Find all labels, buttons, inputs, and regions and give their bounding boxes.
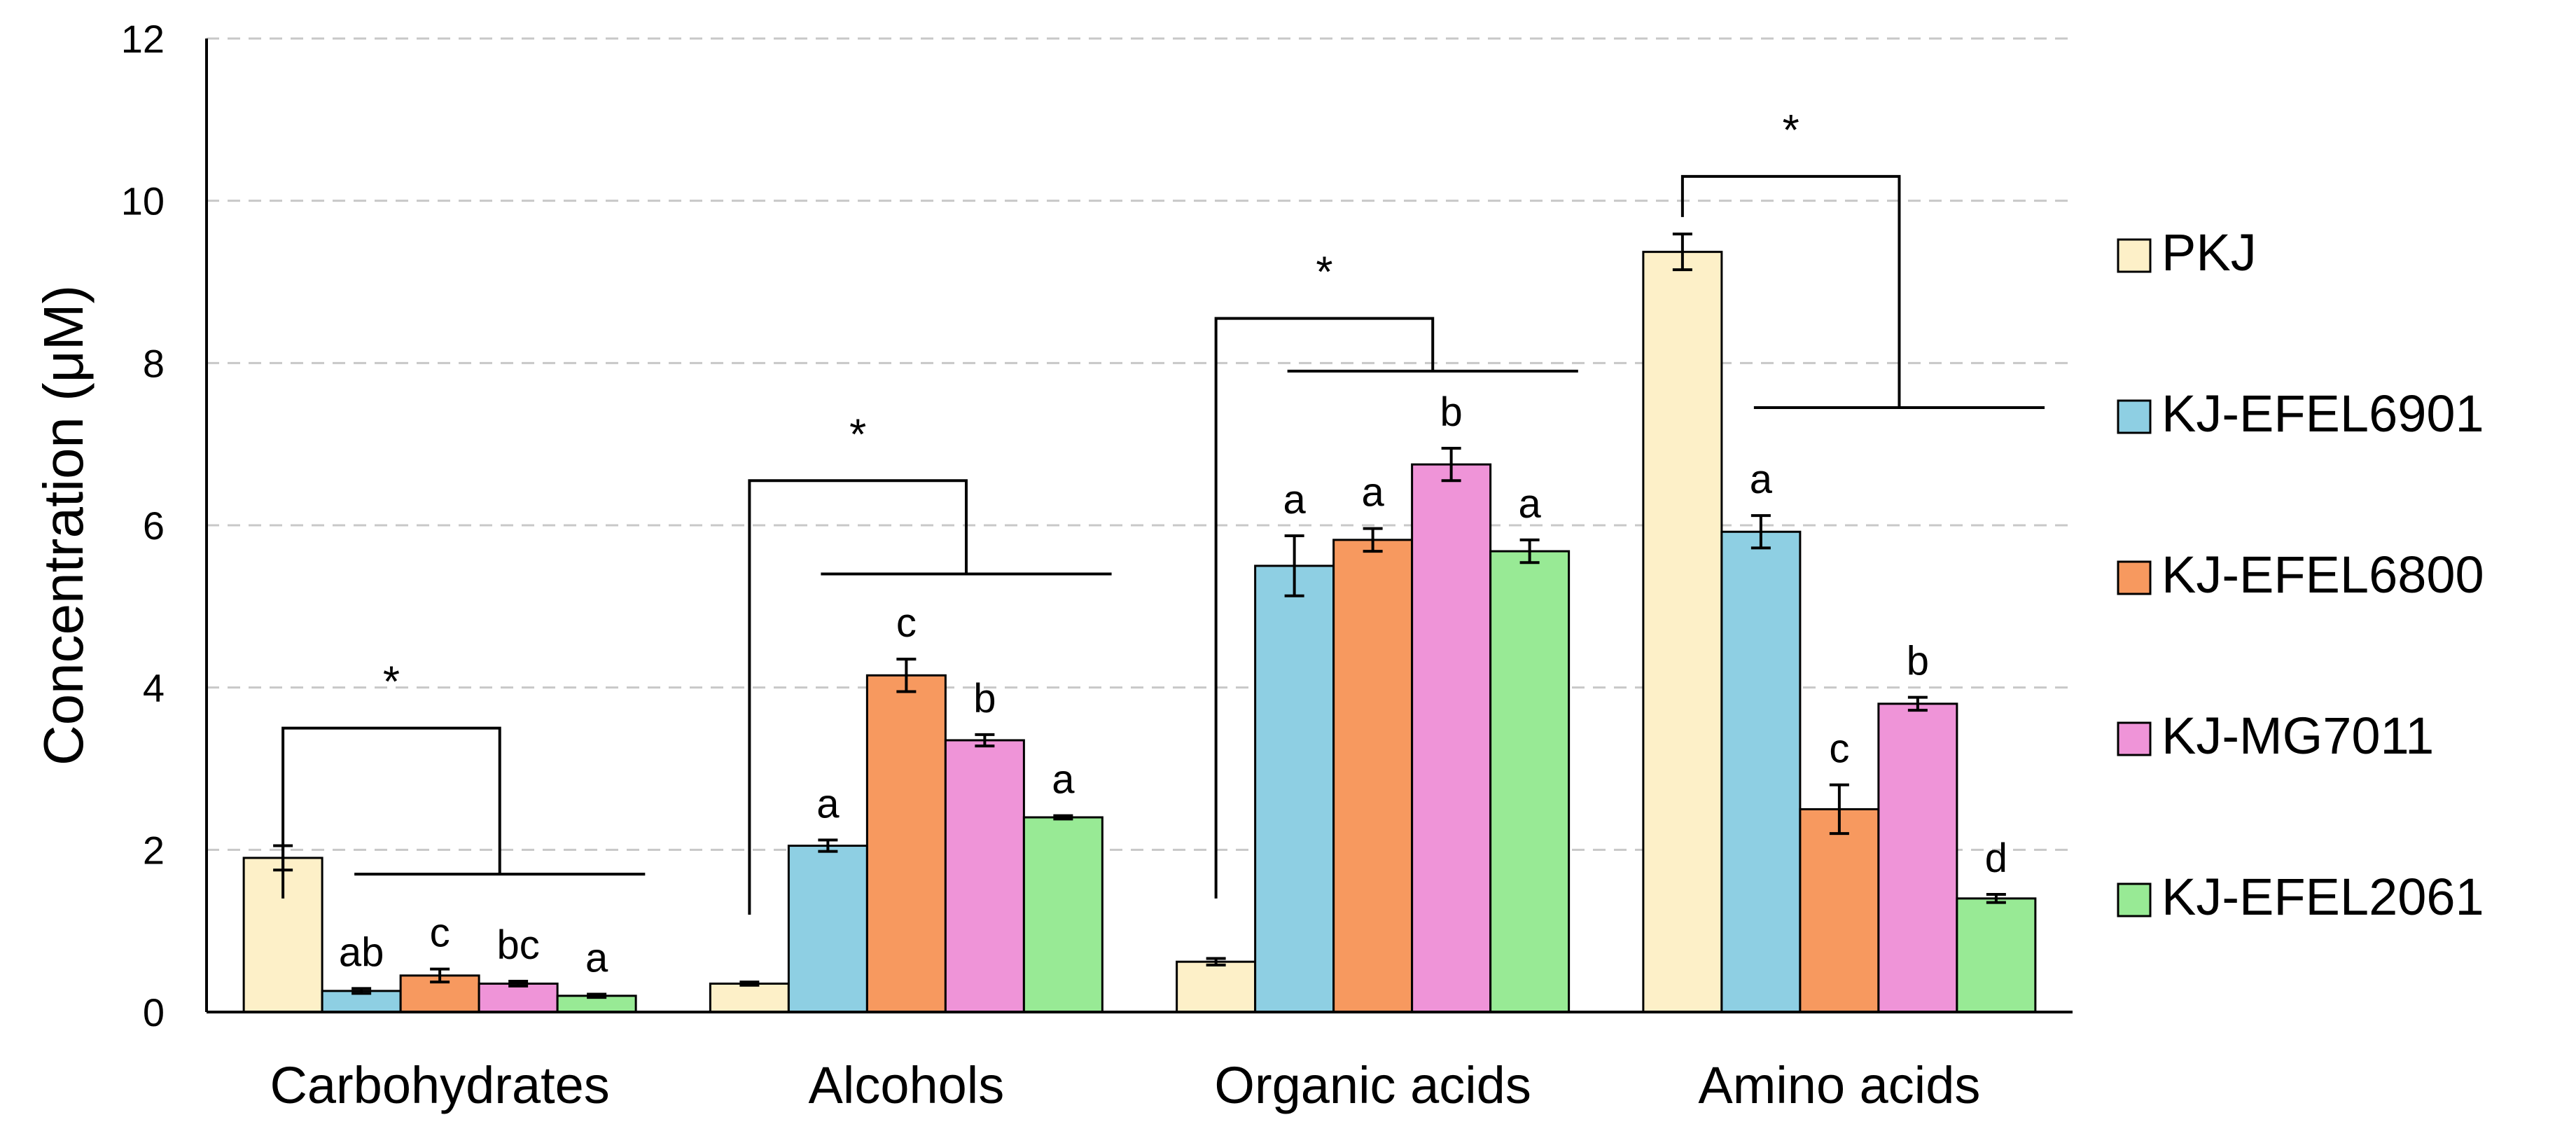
y-tick-label: 8 (143, 341, 165, 385)
bar (787, 845, 868, 1013)
error-bars-layer (273, 233, 2006, 999)
y-tick-label: 0 (143, 990, 165, 1034)
legend: PKJ KJ-EFEL6901 KJ-EFEL6800 KJ-MG7011 KJ-EFE… (2117, 223, 2484, 926)
bar (1022, 816, 1103, 1013)
significance-letter: b (1907, 639, 1929, 684)
bar (478, 982, 559, 1013)
significance-bracket (1680, 174, 1901, 408)
significance-letter: a (1052, 757, 1075, 803)
bar (1489, 550, 1571, 1013)
significance-star: * (1316, 249, 1332, 297)
legend-label: PKJ (2161, 223, 2257, 282)
significance-letter: c (896, 600, 917, 646)
significance-letter: a (816, 781, 840, 826)
significance-letter: bc (496, 922, 539, 968)
significance-bracket (748, 479, 968, 915)
bar (1254, 564, 1335, 1013)
bar (1411, 463, 1492, 1013)
bar (1176, 960, 1257, 1013)
legend-swatch (2117, 721, 2152, 756)
significance-letter: c (1829, 726, 1849, 772)
significance-star: * (849, 410, 866, 459)
significance-letter: a (1750, 457, 1773, 502)
significance-letter: b (973, 676, 996, 721)
legend-swatch (2117, 560, 2152, 595)
x-tick-label: Amino acids (1698, 1056, 1980, 1114)
significance-star: * (1783, 106, 1799, 155)
significance-letter: a (1283, 477, 1306, 522)
legend-swatch (2117, 882, 2152, 917)
significance-letter: d (1985, 836, 2007, 881)
significance-bracket (281, 726, 501, 899)
y-tick-label: 4 (143, 666, 165, 710)
legend-label: KJ-EFEL6800 (2161, 546, 2484, 604)
axes-layer: 0 2 4 6 8 10 12 Carbohydrates Alcohols Organic ac… (121, 17, 2073, 1114)
y-tick-label: 2 (143, 828, 165, 872)
legend-swatch (2117, 399, 2152, 434)
bar (1332, 539, 1414, 1013)
x-tick-label: Organic acids (1214, 1056, 1531, 1114)
bar (1877, 702, 1958, 1013)
significance-letter: a (585, 936, 608, 981)
bar (1720, 530, 1802, 1013)
bar (1956, 897, 2037, 1013)
x-tick-label: Carbohydrates (270, 1056, 609, 1114)
significance-letter: b (1440, 389, 1462, 435)
significance-letter: ab (339, 929, 384, 975)
significance-letter: a (1518, 481, 1541, 527)
y-tick-label: 12 (121, 17, 165, 61)
bars-layer (242, 251, 2037, 1013)
legend-label: KJ-EFEL2061 (2161, 868, 2484, 926)
y-axis-title: Concentration (μM) (32, 285, 95, 766)
significance-star: * (383, 658, 400, 707)
significance-layer: * * * * (281, 106, 2045, 915)
significance-letter: a (1361, 470, 1384, 515)
bar (944, 739, 1025, 1013)
legend-label: KJ-EFEL6901 (2161, 385, 2484, 443)
bar (865, 674, 947, 1013)
significance-letter: c (430, 910, 450, 956)
y-tick-label: 10 (121, 179, 165, 223)
legend-label: KJ-MG7011 (2161, 707, 2434, 765)
x-tick-label: Alcohols (809, 1056, 1005, 1114)
significance-bracket (1214, 317, 1435, 899)
y-tick-label: 6 (143, 504, 165, 548)
bar (1799, 808, 1880, 1013)
bar (1642, 251, 1723, 1013)
bar (709, 982, 790, 1013)
legend-swatch (2117, 238, 2152, 273)
